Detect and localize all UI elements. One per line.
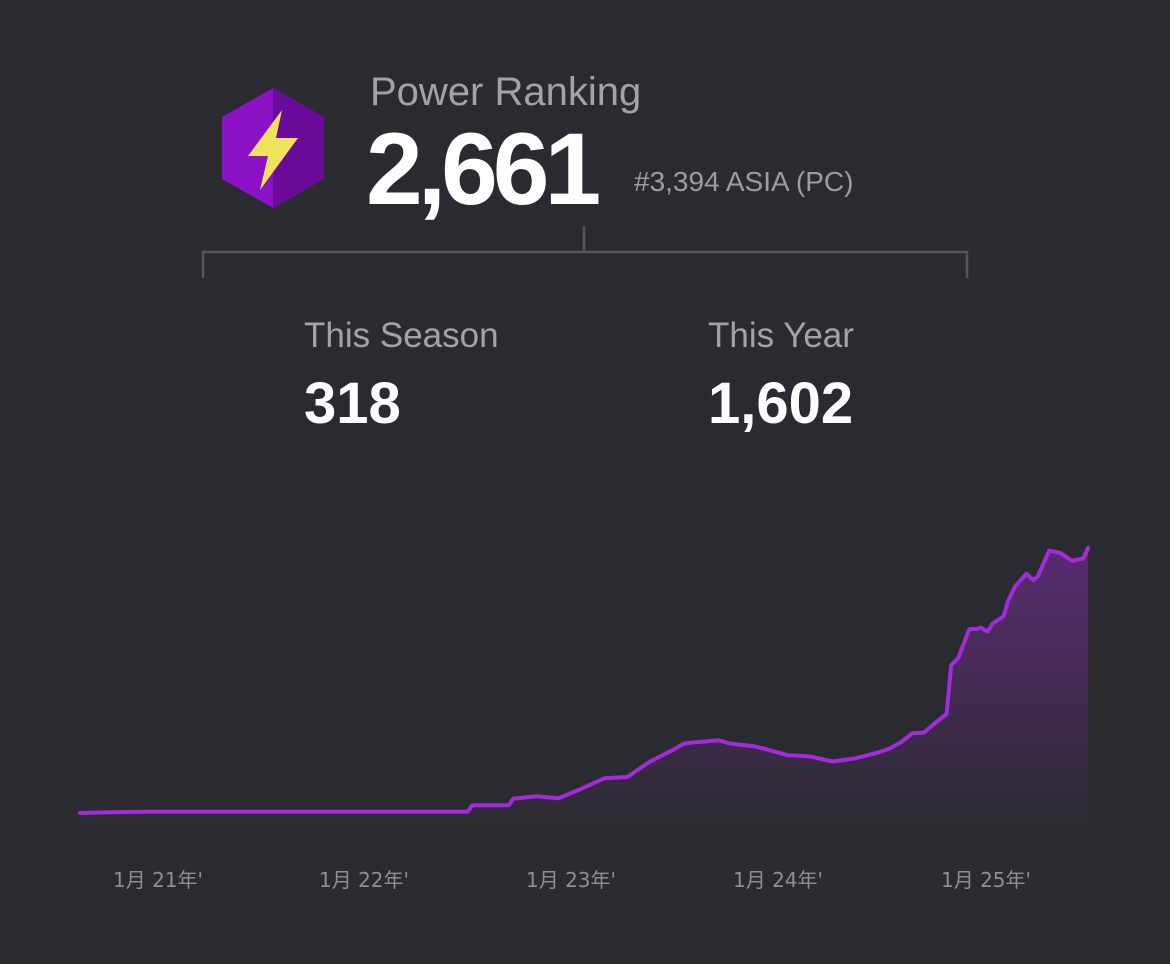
chart-area-fill [80, 548, 1088, 820]
power-ranking-chart: 1月 21年' 1月 22年' 1月 23年' 1月 24年' 1月 25年' [78, 546, 1090, 892]
region-rank: #3,394 ASIA (PC) [634, 166, 854, 197]
power-score: 2,661 [366, 112, 601, 226]
bracket-divider [201, 226, 969, 278]
page-title: Power Ranking [370, 70, 642, 114]
x-tick-label: 1月 25年' [941, 868, 1031, 892]
x-tick-label: 1月 21年' [113, 868, 203, 892]
lightning-hexagon-icon [222, 88, 324, 208]
year-label: This Year [708, 316, 854, 355]
x-tick-label: 1月 23年' [526, 868, 616, 892]
x-tick-label: 1月 24年' [733, 868, 823, 892]
season-label: This Season [304, 316, 499, 355]
year-value: 1,602 [708, 371, 854, 436]
x-tick-label: 1月 22年' [319, 868, 409, 892]
season-value: 318 [304, 371, 401, 436]
chart-series-line [78, 546, 1090, 815]
